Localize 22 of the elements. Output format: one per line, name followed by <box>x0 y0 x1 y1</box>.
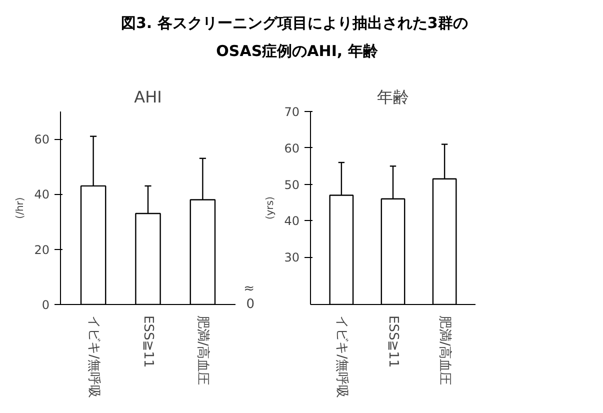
chart-title: AHI <box>134 88 162 106</box>
x-tick-label: ESS≧11 <box>386 316 400 368</box>
y-tick-label: 0 <box>42 298 50 312</box>
y-tick-label: 60 <box>34 132 50 147</box>
y-axis-title: (/hr) <box>15 197 26 219</box>
y-tick-label: 30 <box>284 250 300 265</box>
text: ≈ <box>244 282 255 297</box>
x-tick-label: イビキ/無呼吸 <box>86 316 101 398</box>
x-tick-label: ESS≧11 <box>140 316 156 368</box>
y-tick-label: 40 <box>34 188 50 202</box>
y-tick-label: 40 <box>284 214 300 228</box>
y-tick-label: 50 <box>284 178 300 192</box>
text: 図3. 各スクリーニング項目により抽出された3群の OSAS症例のAHI, 年齢 <box>120 14 468 60</box>
x-tick-label: イビキ/無呼吸 <box>334 316 349 398</box>
chart-title: 年齢 <box>377 88 409 106</box>
x-tick-label: 肥満/高血圧 <box>437 316 454 385</box>
x-tick-label: 肥満/高血圧 <box>195 316 212 385</box>
y-tick-label: 60 <box>284 141 300 156</box>
y-tick-label: 20 <box>34 242 50 257</box>
y-tick-label: 70 <box>284 105 300 119</box>
y-axis-title: (yrs) <box>265 196 276 220</box>
text: 0 <box>246 297 255 312</box>
